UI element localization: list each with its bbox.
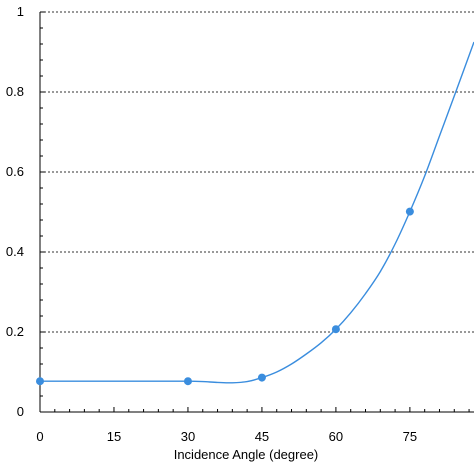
x-tick-label: 60 (329, 429, 343, 444)
x-tick-label: 75 (403, 429, 417, 444)
x-axis-title: Incidence Angle (degree) (174, 447, 319, 462)
series-layer (36, 41, 474, 386)
y-tick-label: 0.2 (6, 324, 24, 339)
x-tick-label: 15 (107, 429, 121, 444)
x-tick-label: 30 (181, 429, 195, 444)
x-tick-label: 45 (255, 429, 269, 444)
y-tick-label: 0.8 (6, 84, 24, 99)
y-tick-label: 0.6 (6, 164, 24, 179)
x-tick-label: 0 (36, 429, 43, 444)
data-point (183, 377, 192, 386)
grid-lines (40, 11, 474, 333)
y-tick-label: 1 (17, 4, 24, 19)
tick-marks (39, 11, 470, 413)
axes (39, 12, 474, 413)
y-tick-label: 0.4 (6, 244, 24, 259)
data-point (405, 207, 414, 216)
tick-labels: 0 0.2 0.4 0.6 0.8 1 0 15 30 45 60 75 (6, 4, 417, 444)
data-point (36, 377, 44, 386)
data-point (257, 373, 266, 382)
data-point (331, 325, 340, 334)
y-tick-label: 0 (17, 404, 24, 419)
